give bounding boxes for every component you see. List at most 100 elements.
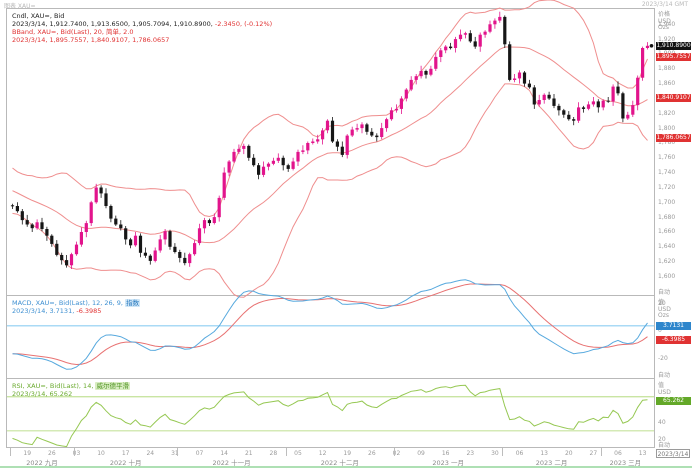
- axis-tick-label: 1,780: [658, 139, 676, 147]
- month-label: 2022 九月: [26, 459, 58, 467]
- last-price-dot: [649, 44, 654, 48]
- window-bottom-rule: [0, 466, 692, 468]
- time-tick-label: 06: [515, 450, 524, 457]
- rsi-axis-header: 值 USD: [658, 382, 671, 396]
- bband-upper-box: 1,895.7557: [656, 53, 691, 62]
- signal-line: [12, 283, 648, 366]
- macd-axis-auto[interactable]: 自动: [658, 372, 671, 379]
- month-boundary-tick: [600, 448, 602, 456]
- axis-tick-label: 1,800: [658, 124, 676, 132]
- time-tick-label: 05: [294, 450, 302, 457]
- axis-tick-label: 1,860: [658, 80, 676, 88]
- time-tick-label: 02: [392, 450, 401, 457]
- time-tick-label: 12: [318, 450, 327, 457]
- time-tick-label: 06: [614, 450, 622, 457]
- axis-tick-label: 1,820: [658, 109, 676, 117]
- bband-values: 2023/3/14, 1,895.7557, 1,840.9107, 1,786…: [12, 36, 170, 44]
- axis-tick-label: 1,720: [658, 183, 676, 191]
- macd-line: [12, 279, 648, 370]
- macd-legend-signal: -6.3985: [74, 307, 102, 315]
- macd-legend: MACD, XAU=, Bid(Last), 12, 26, 9, 指数 202…: [12, 299, 141, 315]
- bband-middle-box: 1,840.9107: [656, 93, 691, 102]
- month-boundary-tick: [177, 448, 179, 456]
- time-tick-label: 14: [220, 450, 228, 457]
- time-tick-label: 09: [417, 450, 425, 457]
- rsi-legend: RSI, XAU=, Bid(Last), 14, 威尔德平滑 2023/3/1…: [12, 382, 130, 398]
- axis-tick-label: 20: [658, 299, 666, 307]
- rsi-line: [12, 384, 648, 448]
- axis-tick-label: 1,620: [658, 258, 676, 266]
- time-tick-label: 27: [589, 450, 598, 457]
- bband-legend: BBand, XAU=, Bid(Last), 20, 简单, 2.0: [12, 28, 134, 36]
- rsi-legend-value: 2023/3/14, 65.262: [12, 390, 73, 398]
- rsi-method-chip: 威尔德平滑: [95, 382, 130, 390]
- macd-signal-box: -6.3985: [656, 335, 691, 344]
- window-title-note: 图表 XAU=: [4, 3, 36, 10]
- month-boundary-tick: [394, 448, 395, 456]
- time-tick-label: 30: [491, 450, 499, 457]
- main-legend-change: -2.3450, (-0.12%): [212, 20, 273, 28]
- candles-group: [10, 11, 650, 269]
- axis-tick-label: 1,640: [658, 243, 676, 251]
- month-boundary-tick: [285, 448, 287, 456]
- time-tick-label: 31: [171, 450, 179, 457]
- axis-tick-label: 1,940: [658, 20, 676, 28]
- time-tick-label: 16: [441, 450, 450, 457]
- time-tick-label: 26: [48, 450, 56, 457]
- axis-tick-label: -20: [658, 355, 668, 363]
- main-legend-series: Cndl, XAU=, Bid: [12, 12, 65, 20]
- month-label: 2022 十月: [109, 459, 142, 467]
- axis-tick-label: 1,700: [658, 198, 676, 206]
- time-tick-label: 07: [195, 450, 204, 457]
- month-boundary-tick: [74, 448, 75, 456]
- axis-tick-label: 1,880: [658, 65, 676, 73]
- axis-tick-label: 1,740: [658, 169, 676, 177]
- rsi-axis-auto[interactable]: 自动: [658, 442, 671, 449]
- last-price-box: 1,910.8900: [656, 41, 691, 50]
- time-tick-label: 19: [23, 450, 32, 457]
- time-tick-label: 13: [540, 450, 548, 457]
- time-tick-label: 10: [97, 450, 105, 457]
- macd-legend-value: 2023/3/14, 3.7131,: [12, 307, 75, 315]
- time-tick-label: 24: [146, 450, 155, 457]
- axis-date-box: 2023/3/14: [656, 449, 690, 458]
- axis-tick-label: 1,920: [658, 35, 676, 43]
- window-timestamp-note: 2023/3/14 GMT: [641, 1, 688, 8]
- bband-lower-box: 1,786.0657: [656, 134, 691, 143]
- time-tick-label: 19: [343, 450, 352, 457]
- time-tick-label: 17: [121, 450, 130, 457]
- axis-tick-label: 0: [658, 327, 662, 335]
- macd-axis-header: 值 USD Ozs: [658, 299, 671, 319]
- axis-tick-label: 1,680: [658, 213, 676, 221]
- panel-separator-rsi: [6, 378, 655, 379]
- month-boundary-tick: [502, 448, 504, 456]
- time-tick-label: 21: [244, 450, 253, 457]
- bollinger-mid-line: [12, 46, 648, 244]
- axis-tick-label: 1,660: [658, 228, 676, 236]
- bollinger-lower-line: [12, 83, 648, 298]
- time-tick-label: 23: [466, 450, 475, 457]
- panel-separator-macd: [6, 295, 655, 296]
- time-tick-label: 13: [638, 450, 647, 457]
- bollinger-upper-line: [12, 0, 648, 218]
- axis-tick-label: 40: [658, 418, 666, 426]
- month-boundary-tick: [10, 448, 11, 456]
- axis-tick-label: 1,760: [658, 154, 676, 162]
- macd-legend-series: MACD, XAU=, Bid(Last), 12, 26, 9,: [12, 299, 126, 307]
- month-label: 2023 三月: [609, 459, 642, 467]
- rsi-legend-series: RSI, XAU=, Bid(Last), 14,: [12, 382, 96, 390]
- price-axis-header: 价格 USD Ozs: [658, 11, 671, 31]
- time-tick-label: 03: [72, 450, 81, 457]
- month-label: 2023 二月: [535, 459, 568, 467]
- rsi-value-box: 65.262: [656, 396, 691, 405]
- axis-tick-label: 20: [658, 435, 666, 443]
- main-legend: Cndl, XAU=, Bid 2023/3/14, 1,912.7400, 1…: [12, 12, 272, 44]
- main-legend-ohlc: 2023/3/14, 1,912.7400, 1,913.6500, 1,905…: [12, 20, 213, 28]
- month-label: 2023 一月: [432, 459, 464, 467]
- axis-tick-label: 1,600: [658, 272, 676, 280]
- main-axis-auto[interactable]: 自动: [658, 289, 671, 296]
- macd-method-chip: 指数: [125, 299, 141, 307]
